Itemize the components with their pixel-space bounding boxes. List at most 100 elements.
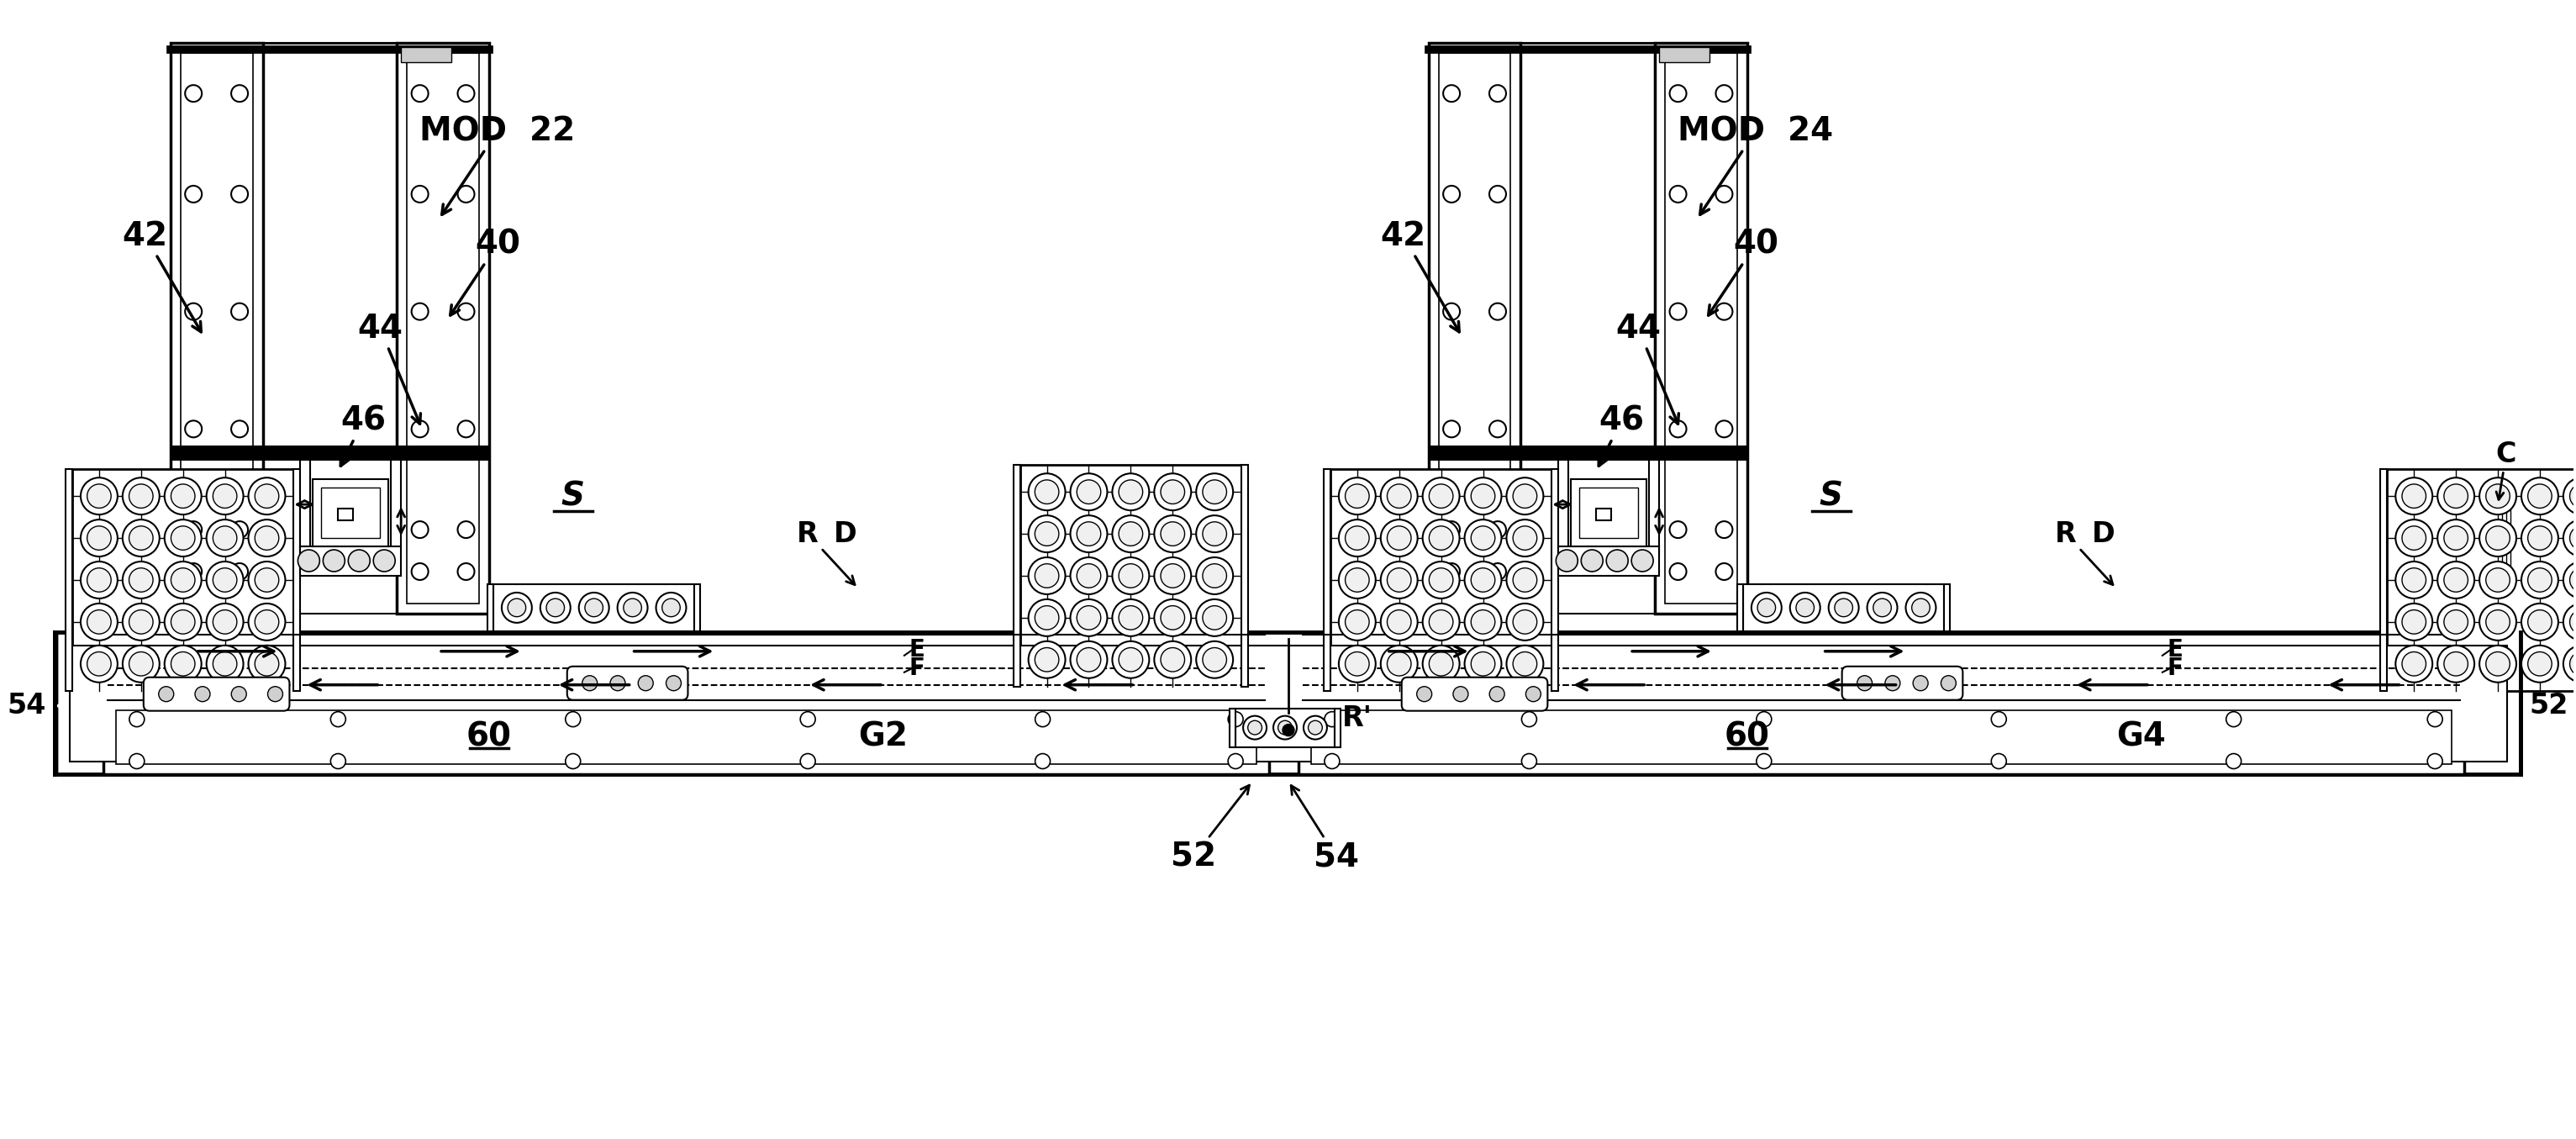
Circle shape	[2522, 604, 2558, 640]
Text: E: E	[909, 638, 925, 662]
Text: D: D	[835, 521, 858, 548]
Circle shape	[611, 675, 626, 690]
Circle shape	[1716, 420, 1734, 437]
Circle shape	[1512, 609, 1538, 634]
Circle shape	[206, 646, 242, 682]
Circle shape	[2486, 652, 2509, 675]
Circle shape	[2527, 568, 2553, 592]
Circle shape	[1466, 646, 1502, 682]
Bar	[1334, 708, 1340, 747]
Bar	[1329, 469, 1551, 690]
Circle shape	[2437, 562, 2476, 598]
Circle shape	[2396, 562, 2432, 598]
Circle shape	[1906, 592, 1937, 623]
Circle shape	[330, 712, 345, 727]
Circle shape	[170, 568, 196, 592]
Circle shape	[2445, 609, 2468, 634]
Circle shape	[1607, 550, 1628, 572]
Circle shape	[129, 568, 152, 592]
Circle shape	[1028, 515, 1066, 552]
Circle shape	[1386, 609, 1412, 634]
Circle shape	[2437, 519, 2476, 557]
Text: 54: 54	[8, 693, 46, 720]
Circle shape	[2481, 646, 2517, 682]
Bar	[1649, 454, 1659, 555]
Circle shape	[1154, 515, 1190, 552]
Text: G2: G2	[858, 721, 909, 753]
Circle shape	[2396, 477, 2432, 515]
Circle shape	[165, 646, 201, 682]
Circle shape	[1113, 599, 1149, 637]
Circle shape	[1422, 646, 1461, 682]
Circle shape	[1324, 712, 1340, 727]
Circle shape	[2522, 562, 2558, 598]
Circle shape	[1669, 522, 1687, 538]
Circle shape	[2396, 604, 2432, 640]
FancyBboxPatch shape	[144, 678, 289, 711]
Circle shape	[1345, 652, 1370, 675]
Bar	[1579, 487, 1638, 538]
Circle shape	[1829, 592, 1860, 623]
Circle shape	[541, 592, 569, 623]
Circle shape	[618, 592, 647, 623]
Circle shape	[1077, 522, 1100, 546]
Circle shape	[1345, 609, 1370, 634]
Circle shape	[2571, 609, 2576, 634]
Bar	[392, 454, 402, 555]
Circle shape	[185, 420, 201, 437]
Circle shape	[1247, 721, 1262, 735]
Bar	[301, 547, 402, 576]
Circle shape	[1229, 754, 1244, 769]
Text: F: F	[2166, 656, 2182, 680]
Bar	[1744, 584, 1945, 631]
Circle shape	[1028, 474, 1066, 510]
Circle shape	[165, 562, 201, 598]
Bar	[1659, 48, 1710, 63]
Circle shape	[247, 562, 286, 598]
Bar	[1236, 708, 1334, 747]
Circle shape	[1077, 480, 1100, 503]
Circle shape	[1669, 420, 1687, 437]
Circle shape	[80, 646, 118, 682]
Circle shape	[459, 522, 474, 538]
Circle shape	[124, 519, 160, 557]
Circle shape	[214, 526, 237, 550]
Circle shape	[196, 687, 211, 702]
Circle shape	[1036, 522, 1059, 546]
Circle shape	[2563, 519, 2576, 557]
Text: E: E	[2166, 638, 2182, 662]
Circle shape	[1489, 303, 1507, 320]
Circle shape	[580, 592, 608, 623]
Circle shape	[348, 550, 371, 572]
Text: 44: 44	[358, 312, 420, 424]
Circle shape	[1489, 563, 1507, 580]
Circle shape	[1118, 522, 1144, 546]
Circle shape	[1716, 522, 1734, 538]
Circle shape	[1466, 604, 1502, 640]
Circle shape	[1757, 599, 1775, 616]
Text: R: R	[796, 521, 855, 584]
Circle shape	[564, 712, 580, 727]
Circle shape	[2522, 646, 2558, 682]
Circle shape	[1195, 599, 1234, 637]
Bar	[263, 43, 397, 614]
Circle shape	[1381, 646, 1417, 682]
Circle shape	[2226, 754, 2241, 769]
Bar	[492, 584, 696, 631]
Circle shape	[1757, 712, 1772, 727]
Circle shape	[2527, 526, 2553, 550]
Bar	[322, 487, 381, 538]
Circle shape	[88, 652, 111, 675]
Circle shape	[80, 519, 118, 557]
Bar	[1311, 710, 2452, 763]
Circle shape	[1422, 519, 1461, 557]
Text: 46: 46	[340, 404, 386, 466]
Circle shape	[1072, 599, 1108, 637]
Circle shape	[1631, 550, 1654, 572]
Circle shape	[1507, 562, 1543, 598]
Circle shape	[1669, 186, 1687, 203]
Bar	[1298, 700, 2465, 773]
Circle shape	[232, 85, 247, 101]
Circle shape	[507, 599, 526, 616]
Circle shape	[206, 519, 242, 557]
